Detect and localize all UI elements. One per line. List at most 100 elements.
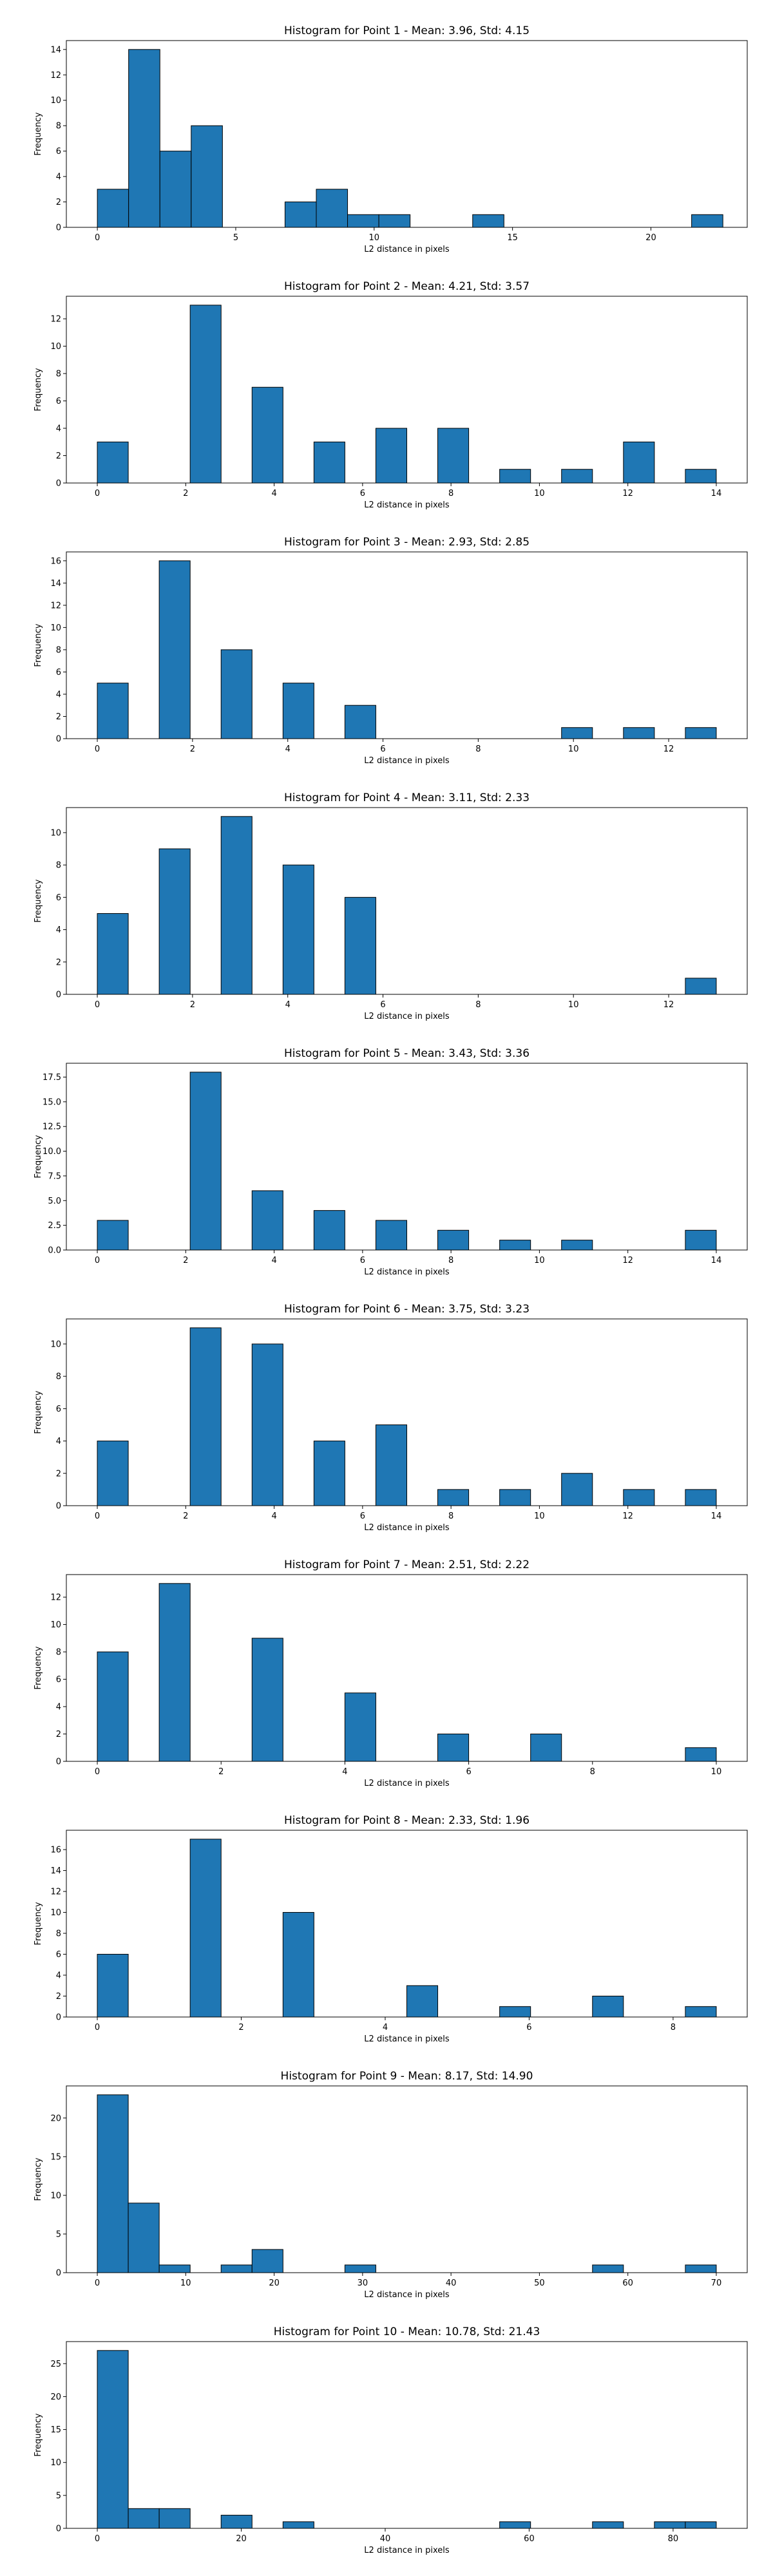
y-tick-label: 10 [50, 1620, 61, 1630]
chart-title: Histogram for Point 2 - Mean: 4.21, Std:… [284, 280, 530, 293]
histogram-panel-9: Histogram for Point 9 - Mean: 8.17, Std:… [33, 2070, 748, 2300]
y-tick-label: 0 [56, 479, 61, 489]
y-tick-label: 10.0 [43, 1147, 61, 1157]
histogram-panel-1: Histogram for Point 1 - Mean: 3.96, Std:… [33, 24, 748, 254]
y-axis-label: Frequency [33, 879, 43, 922]
y-tick-label: 5 [56, 2230, 61, 2239]
y-tick-label: 10 [50, 2191, 61, 2201]
histogram-bar [499, 1240, 531, 1251]
y-tick-label: 4 [56, 173, 61, 182]
y-tick-label: 10 [50, 1340, 61, 1349]
chart-title: Histogram for Point 9 - Mean: 8.17, Std:… [281, 2070, 533, 2083]
y-tick-label: 4 [56, 925, 61, 935]
histogram-panel-5: Histogram for Point 5 - Mean: 3.43, Std:… [33, 1047, 748, 1277]
y-tick-label: 10 [50, 1908, 61, 1918]
y-tick-label: 12 [50, 71, 61, 80]
chart-title: Histogram for Point 4 - Mean: 3.11, Std:… [284, 791, 530, 804]
x-tick-label: 5 [233, 233, 238, 243]
x-tick-label: 40 [380, 2534, 391, 2544]
x-tick-label: 8 [671, 2023, 676, 2032]
x-tick-label: 8 [448, 1256, 453, 1265]
histogram-bar [220, 2264, 253, 2273]
y-axis-label: Frequency [33, 1902, 43, 1945]
x-tick-label: 80 [668, 2534, 679, 2544]
y-tick-label: 2 [56, 712, 61, 722]
x-tick-label: 4 [285, 744, 291, 754]
histogram-bar [97, 1651, 129, 1762]
histogram-bar [378, 214, 411, 228]
y-tick-label: 14 [50, 579, 61, 589]
x-axis-label: L2 distance in pixels [364, 756, 450, 766]
histogram-bar [437, 428, 470, 484]
x-tick-label: 0 [95, 744, 100, 754]
x-tick-label: 6 [380, 1000, 385, 1010]
x-tick-label: 12 [622, 1256, 633, 1265]
histogram-bar [685, 2264, 717, 2273]
y-tick-label: 0 [56, 2013, 61, 2023]
x-tick-label: 12 [622, 1511, 633, 1521]
x-axis-label: L2 distance in pixels [364, 245, 450, 254]
y-tick-label: 0 [56, 2269, 61, 2278]
x-tick-label: 20 [269, 2278, 280, 2288]
histogram-bar [191, 125, 223, 228]
histogram-bar [499, 2521, 531, 2529]
x-tick-label: 12 [663, 1000, 674, 1010]
histogram-bar [654, 2521, 686, 2529]
histogram-bar [437, 1489, 470, 1506]
x-tick-label: 10 [180, 2278, 191, 2288]
x-tick-label: 6 [360, 1256, 365, 1265]
histogram-bar [347, 214, 379, 228]
x-tick-label: 12 [663, 744, 674, 754]
histogram-bar [97, 2094, 129, 2273]
y-tick-label: 12 [50, 601, 61, 611]
x-tick-label: 4 [271, 1511, 276, 1521]
y-tick-label: 8 [56, 1372, 61, 1382]
histogram-bar [97, 2350, 129, 2529]
y-tick-label: 15.0 [43, 1097, 61, 1107]
y-tick-label: 0 [56, 735, 61, 744]
y-tick-label: 6 [56, 397, 61, 406]
histogram-bar [437, 1229, 470, 1251]
y-tick-label: 8 [56, 370, 61, 379]
histogram-bar [313, 441, 345, 484]
y-axis-label: Frequency [33, 1135, 43, 1178]
x-tick-label: 70 [711, 2278, 722, 2288]
histogram-bar [344, 1692, 376, 1762]
x-tick-label: 60 [524, 2534, 535, 2544]
histogram-bar [97, 1441, 129, 1506]
y-axis-label: Frequency [33, 1646, 43, 1689]
y-axis-label: Frequency [33, 623, 43, 667]
plot-frame [66, 40, 748, 228]
x-tick-label: 40 [446, 2278, 457, 2288]
y-tick-label: 15 [50, 2425, 61, 2435]
histogram-bar [313, 1441, 345, 1506]
histogram-bar [561, 727, 593, 739]
histogram-bar [344, 896, 376, 995]
x-tick-label: 4 [271, 489, 276, 498]
x-axis-label: L2 distance in pixels [364, 2034, 450, 2044]
x-tick-label: 0 [95, 1256, 100, 1265]
x-tick-label: 10 [711, 1767, 722, 1777]
y-tick-label: 4 [56, 1437, 61, 1446]
plot-frame [66, 2341, 748, 2529]
x-tick-label: 8 [475, 744, 481, 754]
histogram-bar [685, 469, 717, 484]
y-tick-label: 0 [56, 2524, 61, 2534]
y-tick-label: 2 [56, 1992, 61, 2002]
x-tick-label: 4 [285, 1000, 291, 1010]
histogram-bar [623, 1489, 655, 1506]
x-tick-label: 2 [190, 1000, 195, 1010]
y-tick-label: 25 [50, 2360, 61, 2369]
histogram-bar [220, 2515, 253, 2529]
y-tick-label: 2 [56, 1469, 61, 1479]
x-axis-label: L2 distance in pixels [364, 2546, 450, 2555]
x-tick-label: 6 [526, 2023, 531, 2032]
histogram-bar [189, 1327, 222, 1506]
histogram-bar [97, 441, 129, 484]
histogram-bar [344, 705, 376, 739]
y-tick-label: 4 [56, 1971, 61, 1981]
x-axis-label: L2 distance in pixels [364, 1779, 450, 1788]
y-tick-label: 17.5 [43, 1073, 61, 1083]
y-tick-label: 14 [50, 1866, 61, 1876]
